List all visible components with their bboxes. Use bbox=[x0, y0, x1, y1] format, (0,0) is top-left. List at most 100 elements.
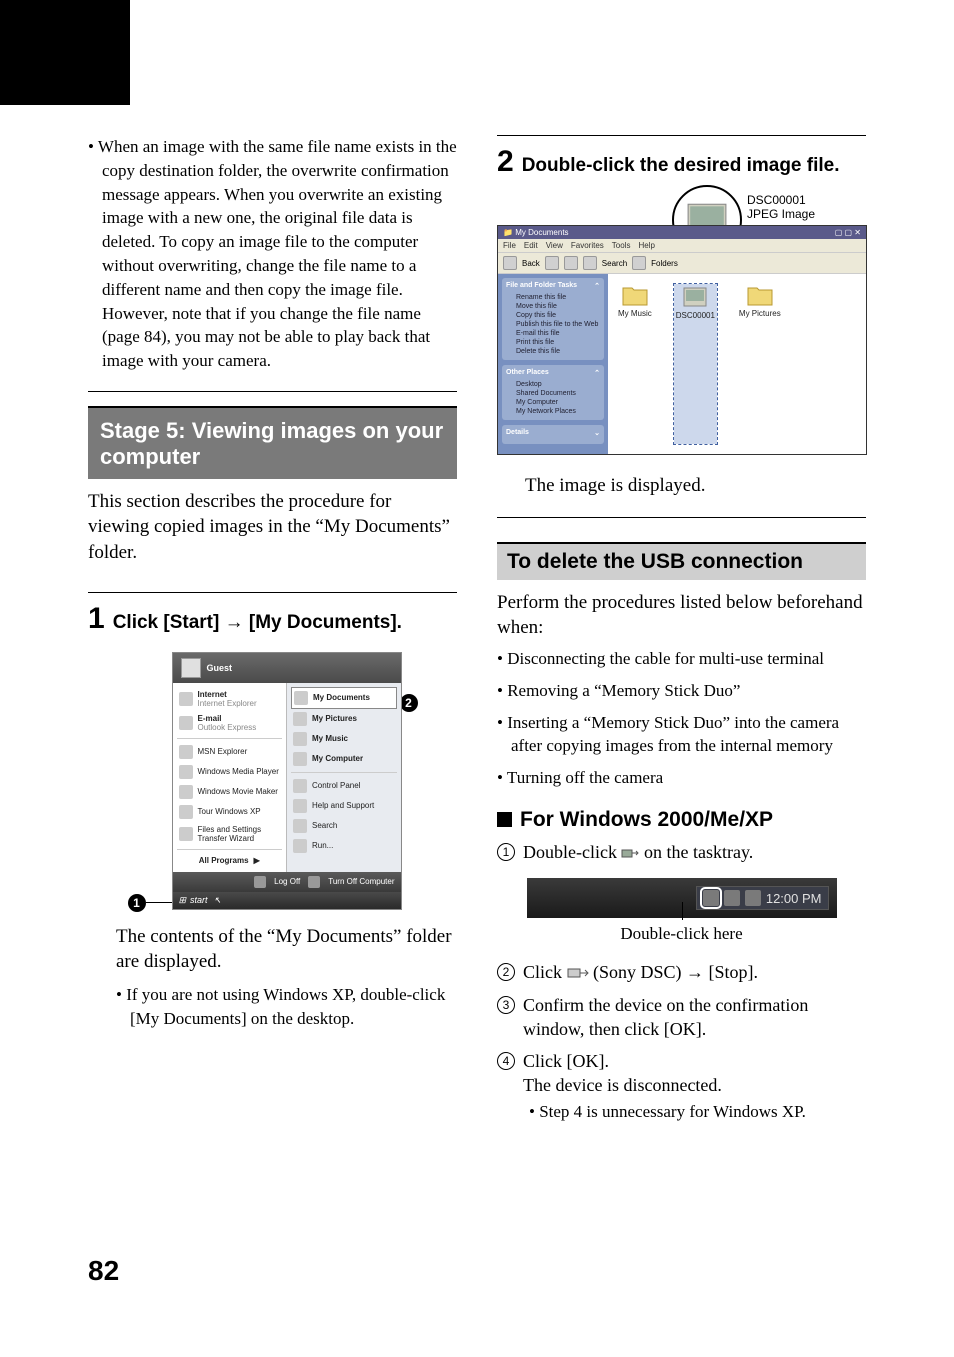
wizard-icon bbox=[179, 827, 193, 841]
menu-item-control-panel[interactable]: Control Panel bbox=[291, 776, 397, 796]
side-panel-places: Other Places ⌃ Desktop Shared Documents M… bbox=[502, 365, 604, 420]
mail-icon bbox=[179, 716, 193, 730]
step-number-4: 4 bbox=[497, 1052, 515, 1070]
tour-icon bbox=[179, 805, 193, 819]
win-step-4: 4 Click [OK]. The device is disconnected… bbox=[497, 1049, 866, 1098]
menu-item-help[interactable]: Help and Support bbox=[291, 796, 397, 816]
task-item[interactable]: Print this file bbox=[506, 338, 600, 347]
panel-header: Other Places bbox=[506, 369, 549, 377]
menu-label: My Computer bbox=[312, 754, 363, 763]
task-item[interactable]: Copy this file bbox=[506, 311, 600, 320]
left-column: When an image with the same file name ex… bbox=[88, 135, 457, 1122]
search-label: Search bbox=[602, 259, 627, 268]
menu-item-my-computer[interactable]: My Computer bbox=[291, 749, 397, 769]
step-number-2: 2 bbox=[497, 963, 515, 981]
menu-label: Internet bbox=[198, 690, 227, 699]
menu-item-internet[interactable]: InternetInternet Explorer bbox=[177, 687, 283, 711]
menu-item-msn[interactable]: MSN Explorer bbox=[177, 742, 283, 762]
step-1-result-block: The contents of the “My Documents” folde… bbox=[88, 924, 457, 1031]
menu-separator bbox=[291, 772, 397, 773]
menu-item-email[interactable]: E-mailOutlook Express bbox=[177, 711, 283, 735]
folder-icon bbox=[293, 732, 307, 746]
tray-icon[interactable] bbox=[724, 890, 740, 906]
menu-item-wmm[interactable]: Windows Movie Maker bbox=[177, 782, 283, 802]
start-flag-icon: ⊞ bbox=[179, 895, 187, 906]
corner-decoration bbox=[0, 0, 130, 105]
step-number-3: 3 bbox=[497, 996, 515, 1014]
win-step-1-text: Double-click on the tasktray. bbox=[523, 840, 866, 864]
task-item[interactable]: Move this file bbox=[506, 302, 600, 311]
divider bbox=[88, 391, 457, 392]
step-number-1: 1 bbox=[497, 843, 515, 861]
device-icon bbox=[567, 966, 589, 980]
usb-bullet: Turning off the camera bbox=[497, 766, 866, 790]
place-item[interactable]: My Computer bbox=[506, 398, 600, 407]
tray-icon[interactable] bbox=[745, 890, 761, 906]
place-item[interactable]: My Network Places bbox=[506, 407, 600, 416]
menu-item-run[interactable]: Run... bbox=[291, 836, 397, 856]
menu-file[interactable]: File bbox=[503, 241, 516, 250]
menu-item-wmp[interactable]: Windows Media Player bbox=[177, 762, 283, 782]
menu-item-tour[interactable]: Tour Windows XP bbox=[177, 802, 283, 822]
chevron-icon[interactable]: ⌃ bbox=[594, 369, 600, 377]
forward-button[interactable] bbox=[545, 256, 559, 270]
win-step-3-text: Confirm the device on the confirmation w… bbox=[523, 993, 866, 1042]
callout-filename: DSC00001 bbox=[747, 193, 815, 207]
step-1-number: 1 bbox=[88, 599, 105, 638]
page-number: 82 bbox=[88, 1255, 119, 1287]
chevron-icon[interactable]: ⌄ bbox=[594, 429, 600, 437]
menu-item-my-documents[interactable]: My Documents bbox=[291, 687, 397, 709]
search-button[interactable] bbox=[583, 256, 597, 270]
back-button[interactable] bbox=[503, 256, 517, 270]
content-columns: When an image with the same file name ex… bbox=[88, 135, 866, 1122]
turnoff-button[interactable]: Turn Off Computer bbox=[328, 877, 394, 886]
logoff-icon bbox=[254, 876, 266, 888]
cpanel-icon bbox=[293, 779, 307, 793]
menu-help[interactable]: Help bbox=[638, 241, 654, 250]
folder-my-pictures[interactable]: My Pictures bbox=[739, 284, 781, 444]
logoff-button[interactable]: Log Off bbox=[274, 877, 300, 886]
menu-item-search[interactable]: Search bbox=[291, 816, 397, 836]
menu-label: Files and Settings Transfer Wizard bbox=[198, 825, 281, 843]
caption-text: Double-click here bbox=[620, 924, 742, 943]
window-controls[interactable]: ▢ ▢ ✕ bbox=[835, 228, 861, 237]
menu-label: Control Panel bbox=[312, 781, 360, 790]
task-item[interactable]: Delete this file bbox=[506, 347, 600, 356]
menu-tools[interactable]: Tools bbox=[612, 241, 631, 250]
annotation-1-line bbox=[146, 902, 174, 903]
all-programs[interactable]: All Programs ▶ bbox=[177, 853, 283, 868]
shutdown-icon bbox=[308, 876, 320, 888]
folders-button[interactable] bbox=[632, 256, 646, 270]
step-1-text: Click [Start] → [My Documents]. bbox=[113, 611, 402, 636]
panel-header: Details bbox=[506, 429, 529, 437]
stage-5-intro: This section describes the procedure for… bbox=[88, 489, 457, 566]
safely-remove-tray-icon[interactable] bbox=[703, 890, 719, 906]
step-2-heading: 2 Double-click the desired image file. bbox=[497, 135, 866, 181]
menu-item-my-music[interactable]: My Music bbox=[291, 729, 397, 749]
side-panel-details: Details ⌄ bbox=[502, 425, 604, 444]
up-button[interactable] bbox=[564, 256, 578, 270]
menu-item-fstw[interactable]: Files and Settings Transfer Wizard bbox=[177, 822, 283, 846]
taskbar-start[interactable]: ⊞ start ↖ bbox=[173, 892, 401, 909]
start-menu-user: Guest bbox=[207, 663, 233, 673]
file-dsc00001[interactable]: DSC00001 bbox=[674, 284, 717, 444]
menu-view[interactable]: View bbox=[546, 241, 563, 250]
leader-line bbox=[682, 902, 683, 920]
menu-favorites[interactable]: Favorites bbox=[571, 241, 604, 250]
place-item[interactable]: Shared Documents bbox=[506, 389, 600, 398]
step-2-text: Double-click the desired image file. bbox=[522, 154, 840, 179]
task-item[interactable]: Rename this file bbox=[506, 293, 600, 302]
chevron-icon[interactable]: ⌃ bbox=[594, 282, 600, 290]
task-item[interactable]: Publish this file to the Web bbox=[506, 320, 600, 329]
place-item[interactable]: Desktop bbox=[506, 380, 600, 389]
menu-label: Help and Support bbox=[312, 801, 374, 810]
divider bbox=[497, 517, 866, 518]
windows-versions-heading: For Windows 2000/Me/XP bbox=[497, 808, 866, 832]
task-item[interactable]: E-mail this file bbox=[506, 329, 600, 338]
menu-label: Windows Media Player bbox=[198, 767, 279, 776]
menu-edit[interactable]: Edit bbox=[524, 241, 538, 250]
menu-separator bbox=[177, 738, 283, 739]
folder-my-music[interactable]: My Music bbox=[618, 284, 652, 444]
menu-item-my-pictures[interactable]: My Pictures bbox=[291, 709, 397, 729]
step-1-block: 1 Click [Start] → [My Documents]. 2 1 bbox=[88, 592, 457, 1031]
